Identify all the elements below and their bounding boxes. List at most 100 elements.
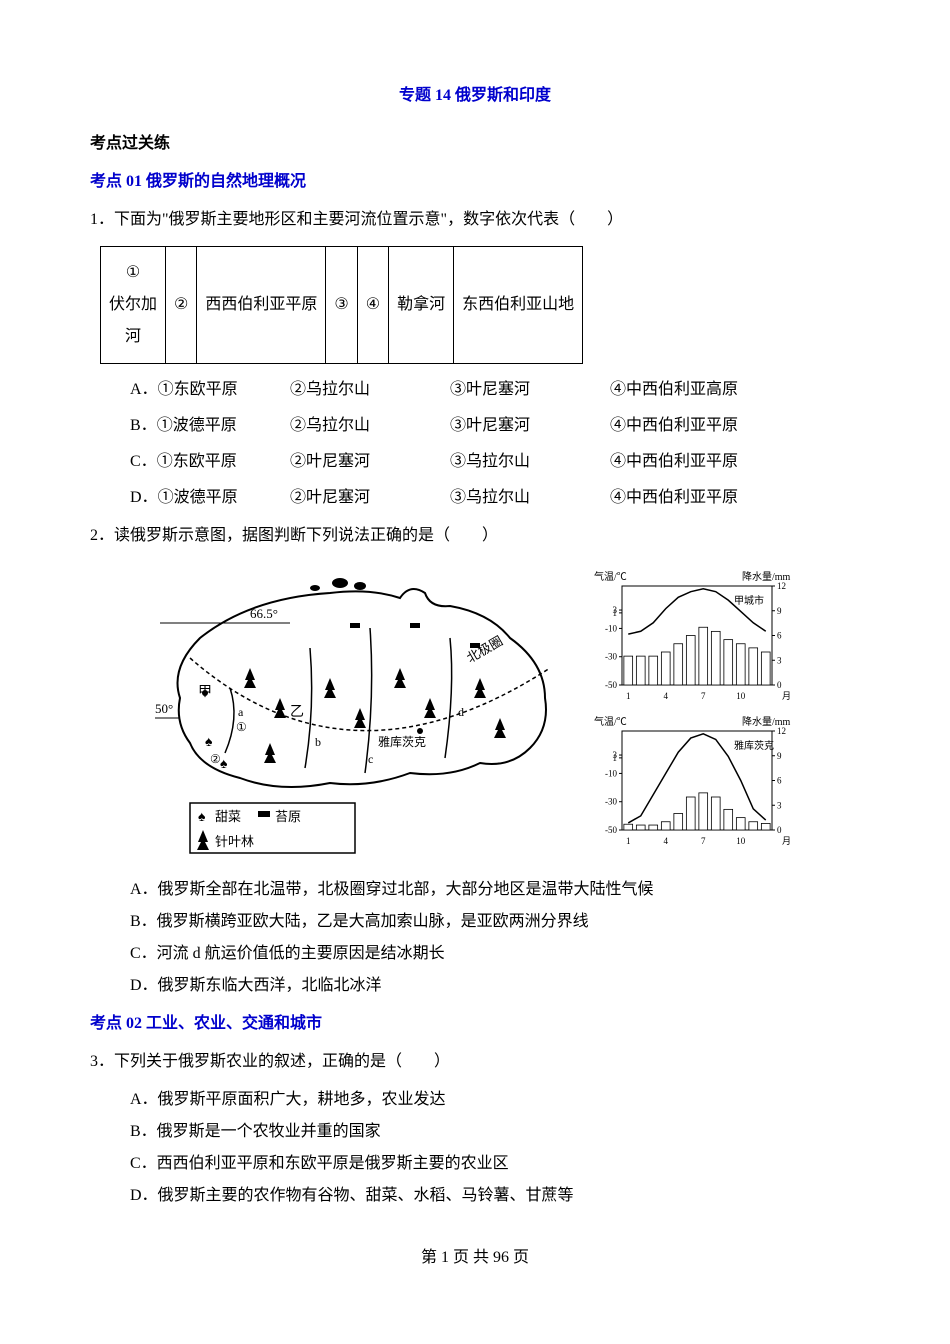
svg-text:9: 9 bbox=[777, 751, 782, 761]
option-c: C．西西伯利亚平原和东欧平原是俄罗斯主要的农业区 bbox=[130, 1148, 860, 1180]
table-cell: ①伏尔加河 bbox=[101, 247, 166, 364]
question-2-stem: 2．读俄罗斯示意图，据图判断下列说法正确的是（ ） bbox=[90, 520, 860, 552]
svg-text:0: 0 bbox=[777, 680, 782, 690]
svg-text:月: 月 bbox=[782, 836, 791, 846]
russia-map: 北极圈 66.5° 50° 甲 乙 a b c d ① ② 雅库茨克 bbox=[150, 568, 570, 858]
svg-text:♠: ♠ bbox=[205, 735, 213, 750]
q1-options: A．①东欧平原 ②乌拉尔山 ③叶尼塞河 ④中西伯利亚高原 B．①波德平原 ②乌拉… bbox=[130, 374, 860, 514]
chart-city-jia: 气温/℃降水量/mm甲城市31-10-30-5012963014710月 bbox=[590, 568, 800, 703]
arctic-circle-label: 北极圈 bbox=[464, 633, 505, 665]
svg-text:7: 7 bbox=[701, 691, 706, 701]
option-a: A．俄罗斯全部在北温带，北极圈穿过北部，大部分地区是温带大陆性气候 bbox=[130, 874, 860, 906]
svg-text:雅库茨克: 雅库茨克 bbox=[734, 739, 774, 752]
option-part: ④中西伯利亚平原 bbox=[610, 410, 738, 442]
option-part: ④中西伯利亚高原 bbox=[610, 374, 738, 406]
climate-charts: 气温/℃降水量/mm甲城市31-10-30-5012963014710月 气温/… bbox=[590, 568, 800, 848]
option-row: A．①东欧平原 ②乌拉尔山 ③叶尼塞河 ④中西伯利亚高原 bbox=[130, 374, 860, 406]
option-part: ③叶尼塞河 bbox=[450, 374, 580, 406]
svg-text:12: 12 bbox=[777, 581, 786, 591]
svg-text:3: 3 bbox=[777, 655, 782, 665]
section-header: 考点过关练 bbox=[90, 128, 860, 160]
table-cell: 西西伯利亚平原 bbox=[197, 247, 326, 364]
legend-tundra: 苔原 bbox=[275, 809, 301, 824]
question-1-stem: 1．下面为"俄罗斯主要地形区和主要河流位置示意"，数字依次代表（ ） bbox=[90, 204, 860, 236]
svg-text:-50: -50 bbox=[605, 680, 617, 690]
table-cell: ② bbox=[166, 247, 197, 364]
legend-beet: 甜菜 bbox=[215, 809, 241, 824]
subsection-01: 考点 01 俄罗斯的自然地理概况 bbox=[90, 166, 860, 198]
option-d: D．俄罗斯主要的农作物有谷物、甜菜、水稻、马铃薯、甘蔗等 bbox=[130, 1180, 860, 1212]
svg-text:-30: -30 bbox=[605, 797, 617, 807]
subsection-02: 考点 02 工业、农业、交通和城市 bbox=[90, 1008, 860, 1040]
option-label: B．①波德平原 bbox=[130, 410, 260, 442]
lat-66: 66.5° bbox=[250, 606, 278, 621]
svg-text:6: 6 bbox=[777, 776, 782, 786]
svg-text:1: 1 bbox=[613, 608, 618, 618]
svg-text:12: 12 bbox=[777, 726, 786, 736]
option-row: C．①东欧平原 ②叶尼塞河 ③乌拉尔山 ④中西伯利亚平原 bbox=[130, 446, 860, 478]
q2-options: A．俄罗斯全部在北温带，北极圈穿过北部，大部分地区是温带大陆性气候 B．俄罗斯横… bbox=[130, 874, 860, 1002]
svg-text:7: 7 bbox=[701, 836, 706, 846]
option-label: A．①东欧平原 bbox=[130, 374, 260, 406]
svg-text:4: 4 bbox=[664, 691, 669, 701]
option-a: A．俄罗斯平原面积广大，耕地多，农业发达 bbox=[130, 1084, 860, 1116]
city-yakutsk: 雅库茨克 bbox=[378, 734, 426, 749]
document-title: 专题 14 俄罗斯和印度 bbox=[90, 80, 860, 112]
label-a: a bbox=[238, 705, 244, 719]
svg-text:月: 月 bbox=[782, 691, 791, 701]
label-yi: 乙 bbox=[290, 704, 304, 720]
option-row: D．①波德平原 ②叶尼塞河 ③乌拉尔山 ④中西伯利亚平原 bbox=[130, 482, 860, 514]
option-b: B．俄罗斯横跨亚欧大陆，乙是大高加索山脉，是亚欧两洲分界线 bbox=[130, 906, 860, 938]
page-footer: 第 1 页 共 96 页 bbox=[90, 1242, 860, 1274]
svg-text:甲城市: 甲城市 bbox=[734, 594, 764, 607]
option-part: ②叶尼塞河 bbox=[290, 446, 420, 478]
conifer-icons bbox=[244, 668, 506, 763]
svg-text:9: 9 bbox=[777, 606, 782, 616]
table-cell: 勒拿河 bbox=[389, 247, 454, 364]
svg-text:10: 10 bbox=[736, 691, 746, 701]
option-c: C．河流 d 航运价值低的主要原因是结冰期长 bbox=[130, 938, 860, 970]
lat-50: 50° bbox=[155, 701, 173, 716]
option-part: ③乌拉尔山 bbox=[450, 446, 580, 478]
svg-text:-50: -50 bbox=[605, 825, 617, 835]
label-c: c bbox=[368, 752, 373, 766]
svg-text:-10: -10 bbox=[605, 623, 617, 633]
legend-conifer: 针叶林 bbox=[215, 834, 254, 849]
svg-text:-30: -30 bbox=[605, 652, 617, 662]
q1-table: ①伏尔加河 ② 西西伯利亚平原 ③ ④ 勒拿河 东西伯利亚山地 bbox=[100, 246, 583, 364]
svg-text:10: 10 bbox=[736, 836, 746, 846]
option-d: D．俄罗斯东临大西洋，北临北冰洋 bbox=[130, 970, 860, 1002]
option-b: B．俄罗斯是一个农牧业并重的国家 bbox=[130, 1116, 860, 1148]
svg-text:气温/℃: 气温/℃ bbox=[594, 715, 627, 728]
option-part: ③乌拉尔山 bbox=[450, 482, 580, 514]
option-part: ④中西伯利亚平原 bbox=[610, 446, 738, 478]
svg-text:1: 1 bbox=[626, 691, 631, 701]
svg-text:0: 0 bbox=[777, 825, 782, 835]
svg-text:气温/℃: 气温/℃ bbox=[594, 570, 627, 583]
option-part: ④中西伯利亚平原 bbox=[610, 482, 738, 514]
option-part: ②乌拉尔山 bbox=[290, 374, 420, 406]
svg-text:4: 4 bbox=[664, 836, 669, 846]
svg-text:1: 1 bbox=[613, 753, 618, 763]
option-row: B．①波德平原 ②乌拉尔山 ③叶尼塞河 ④中西伯利亚平原 bbox=[130, 410, 860, 442]
table-cell: 东西伯利亚山地 bbox=[454, 247, 583, 364]
q3-options: A．俄罗斯平原面积广大，耕地多，农业发达 B．俄罗斯是一个农牧业并重的国家 C．… bbox=[130, 1084, 860, 1212]
option-label: D．①波德平原 bbox=[130, 482, 260, 514]
label-circ1: ① bbox=[236, 720, 247, 734]
svg-text:6: 6 bbox=[777, 631, 782, 641]
svg-text:♠: ♠ bbox=[220, 757, 228, 772]
figure-container: 北极圈 66.5° 50° 甲 乙 a b c d ① ② 雅库茨克 bbox=[90, 568, 860, 858]
option-part: ②乌拉尔山 bbox=[290, 410, 420, 442]
svg-text:-10: -10 bbox=[605, 768, 617, 778]
table-cell: ④ bbox=[357, 247, 388, 364]
chart-yakutsk: 气温/℃降水量/mm雅库茨克31-10-30-5012963014710月 bbox=[590, 713, 800, 848]
svg-text:♠: ♠ bbox=[198, 810, 206, 825]
svg-text:1: 1 bbox=[626, 836, 631, 846]
label-b: b bbox=[315, 735, 321, 749]
option-part: ②叶尼塞河 bbox=[290, 482, 420, 514]
option-label: C．①东欧平原 bbox=[130, 446, 260, 478]
svg-text:3: 3 bbox=[777, 800, 782, 810]
label-d: d bbox=[458, 705, 464, 719]
option-part: ③叶尼塞河 bbox=[450, 410, 580, 442]
question-3-stem: 3．下列关于俄罗斯农业的叙述，正确的是（ ） bbox=[90, 1046, 860, 1078]
